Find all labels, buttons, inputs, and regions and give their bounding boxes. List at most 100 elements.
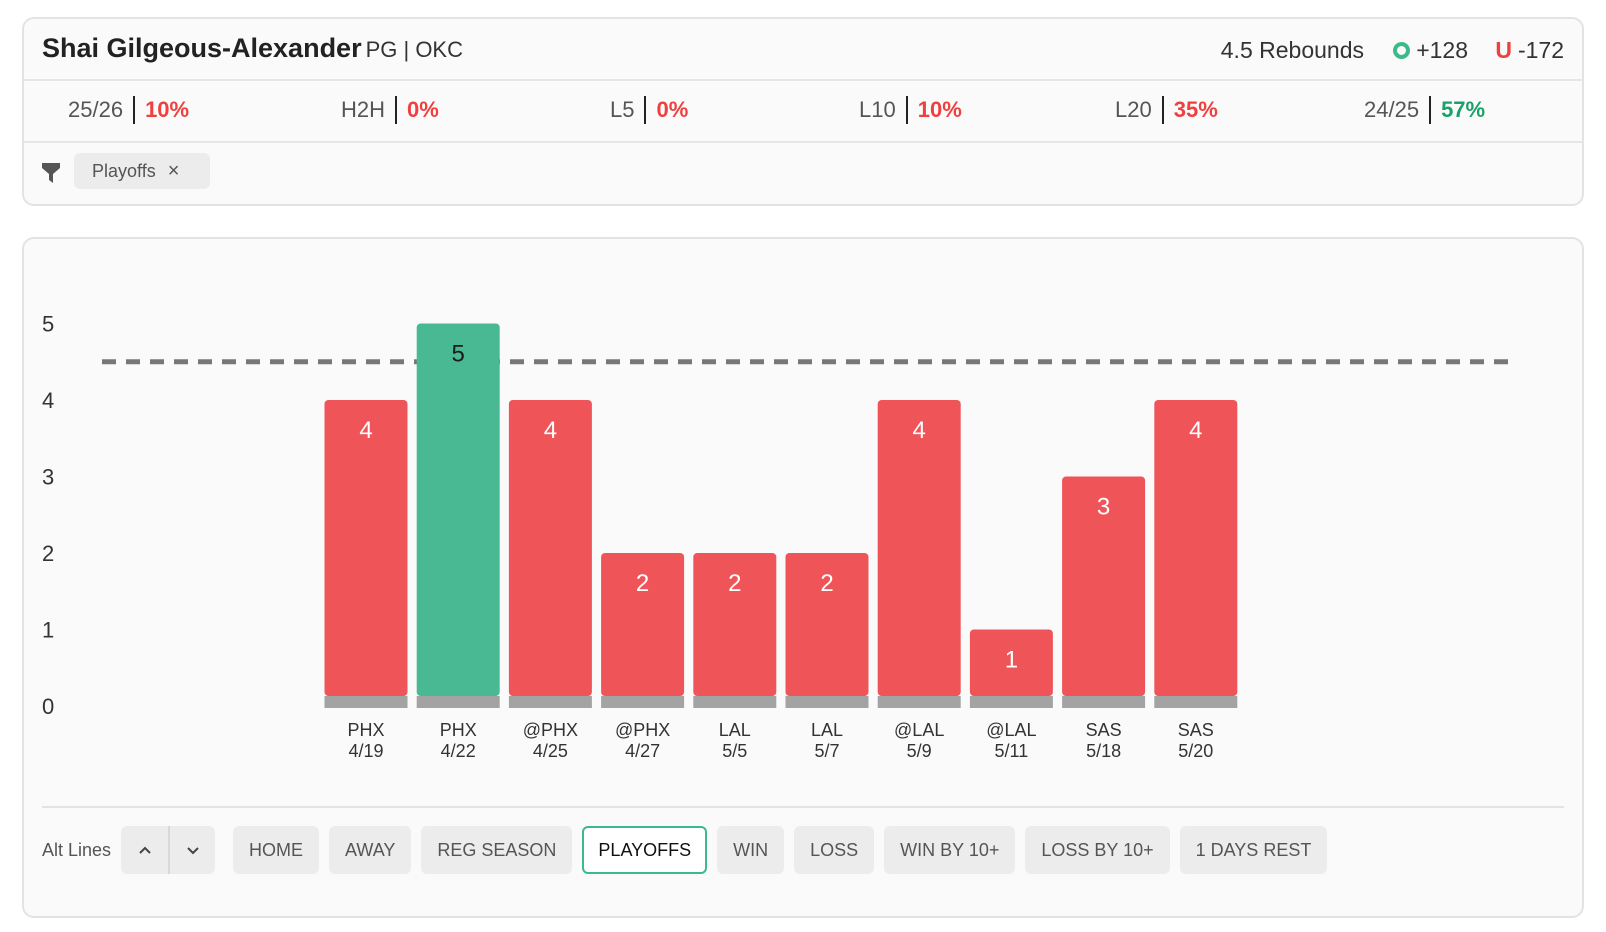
x-label-date: 4/25 [533,741,568,761]
x-label-opponent: LAL [719,720,751,740]
x-label-date: 4/27 [625,741,660,761]
bar-value-label: 4 [544,417,557,444]
bar-game-2[interactable]: 5 [416,323,500,709]
y-tick-label: 2 [42,541,54,566]
x-label-opponent: LAL [811,720,843,740]
filter-button-win-by-10[interactable]: WIN BY 10+ [884,826,1016,874]
stat-value: 57% [1441,97,1486,122]
prop-header: Shai Gilgeous-Alexander PG | OKC 4.5 Rebo… [24,19,1582,81]
close-icon[interactable]: × [167,159,180,182]
stat-l10: L10 10% [859,96,962,124]
stat-l5: L5 0% [610,96,688,124]
stat-h2h: H2H 0% [341,96,439,124]
over-circle-icon [1393,42,1411,59]
bar[interactable] [416,323,500,697]
bar-value-label: 3 [1097,494,1110,521]
filter-button-1-days-rest[interactable]: 1 DAYS REST [1179,826,1328,874]
divider [42,806,1564,808]
bar-base [508,696,592,708]
bar-game-5[interactable]: 2 [693,553,777,708]
bar-game-3[interactable]: 4 [508,400,592,708]
stat-value: 35% [1173,97,1218,122]
bar-game-6[interactable]: 2 [785,553,869,708]
bar[interactable] [877,400,961,696]
x-label-date: 5/18 [1086,741,1121,761]
filter-button-playoffs[interactable]: PLAYOFFS [582,826,708,874]
bar-value-label: 4 [359,417,372,444]
bar[interactable] [601,553,685,696]
y-tick-label: 0 [42,694,54,719]
filter-row: Playoffs × [24,143,1582,206]
bar-base [877,696,961,708]
bar-game-8[interactable]: 1 [969,629,1053,709]
x-label-date: 4/22 [441,741,476,761]
filter-button-loss[interactable]: LOSS [794,826,875,874]
stat-value: 0% [656,97,689,122]
filter-button-away[interactable]: AWAY [329,826,412,874]
x-label-opponent: PHX [440,720,477,740]
player-name-text: Shai Gilgeous-Alexander [42,33,362,63]
bar-game-1[interactable]: 4 [324,400,408,708]
chevron-up-icon[interactable] [121,826,168,874]
bar[interactable] [693,553,777,696]
stat-label: 25/26 [68,96,136,124]
filter-button-loss-by-10[interactable]: LOSS BY 10+ [1025,826,1170,874]
stat-value: 10% [145,97,190,122]
x-label-opponent: @PHX [615,720,670,740]
bar-base [1154,696,1238,708]
x-label-opponent: SAS [1086,720,1122,740]
x-label-date: 5/7 [814,741,839,761]
x-label-date: 4/19 [348,741,383,761]
stat-label: 24/25 [1364,96,1432,124]
chart-toolbar: Alt Lines HOME AWAY REG SEASON PLAYOFFS WIN L… [42,826,1337,874]
x-label-opponent: PHX [347,720,384,740]
bar[interactable] [508,400,592,696]
prop-line-label: 4.5 Rebounds [1220,37,1364,63]
stat-season: 25/26 10% [68,96,189,124]
bar-game-4[interactable]: 2 [601,553,685,708]
filter-button-home[interactable]: HOME [233,826,320,874]
filter-button-reg-season[interactable]: REG SEASON [421,826,573,874]
x-label-opponent: @LAL [986,720,1036,740]
x-label-date: 5/20 [1178,741,1213,761]
filter-chip-label: Playoffs [92,160,156,181]
bar-base [785,696,869,708]
bar[interactable] [1154,400,1238,696]
stat-label: L5 [610,96,647,124]
y-tick-label: 4 [42,388,54,413]
under-icon: U [1495,37,1512,63]
player-position-team: PG | OKC [365,37,463,62]
bar[interactable] [1062,476,1146,697]
player-prop-card: Shai Gilgeous-Alexander PG | OKC 4.5 Rebo… [22,17,1584,206]
bar-game-10[interactable]: 4 [1154,400,1238,708]
bar-value-label: 4 [913,417,926,444]
stat-label: L20 [1115,96,1164,124]
y-tick-label: 5 [42,312,54,337]
bar-value-label: 2 [728,570,741,597]
filter-button-win[interactable]: WIN [717,826,785,874]
bar-game-9[interactable]: 3 [1062,476,1146,709]
bar-value-label: 5 [452,341,465,368]
under-odds[interactable]: U -172 [1495,37,1564,64]
bar-base [969,696,1053,708]
bar[interactable] [324,400,408,696]
bar-base [601,696,685,708]
bar[interactable] [785,553,869,696]
bar-game-7[interactable]: 4 [877,400,961,708]
filter-icon[interactable] [42,163,60,183]
bar-value-label: 1 [1005,647,1018,674]
over-odds[interactable]: +128 [1393,37,1468,64]
over-odds-value: +128 [1416,37,1468,63]
stat-value: 10% [917,97,962,122]
stat-value: 0% [407,97,439,122]
stat-label: H2H [341,96,398,124]
alt-lines-stepper [121,826,216,874]
stat-l20: L20 35% [1115,96,1218,124]
chevron-down-icon[interactable] [168,826,215,874]
x-label-date: 5/11 [995,741,1029,761]
bar[interactable] [969,629,1053,697]
stat-label: L10 [859,96,908,124]
filter-chip-playoffs[interactable]: Playoffs × [74,153,210,189]
y-tick-label: 3 [42,465,54,490]
